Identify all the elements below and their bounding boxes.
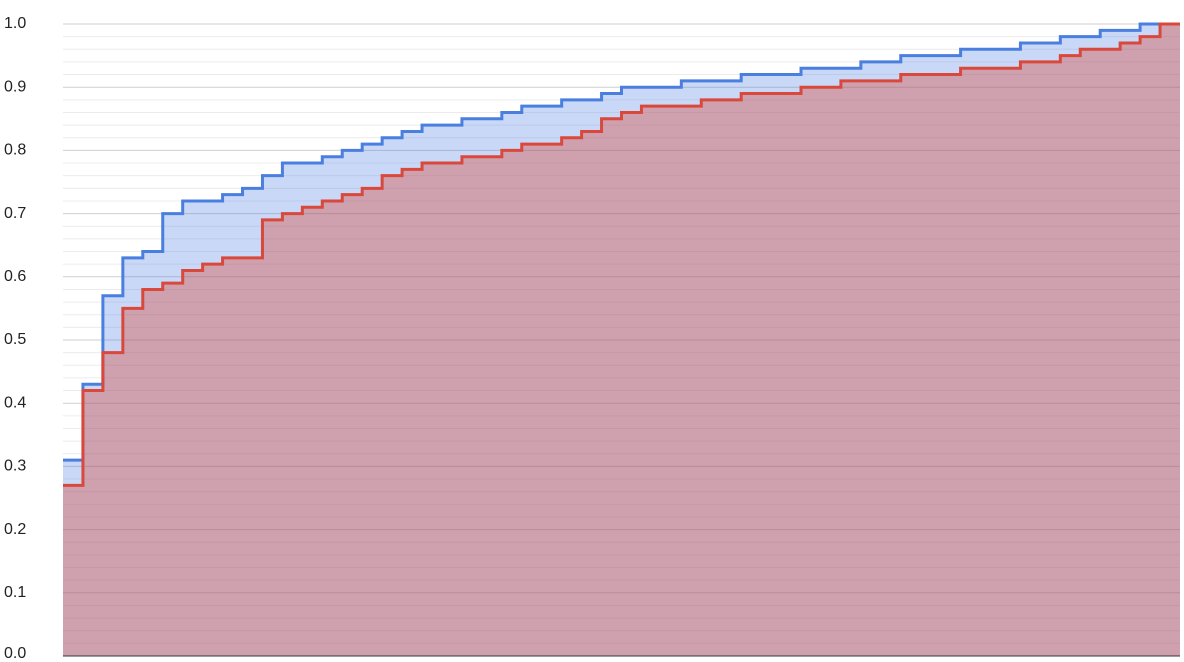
step-line bbox=[63, 22, 1180, 462]
y-tick-label: 0.4 bbox=[4, 394, 26, 411]
y-tick-label: 0.2 bbox=[4, 521, 26, 538]
area-fill bbox=[63, 24, 1180, 656]
y-tick-label: 0.3 bbox=[4, 458, 26, 475]
y-tick-label: 0.1 bbox=[4, 584, 26, 601]
y-tick-label: 0.8 bbox=[4, 142, 26, 159]
y-tick-label: 0.7 bbox=[4, 205, 26, 222]
y-tick-label: 0.0 bbox=[4, 645, 26, 662]
y-tick-label: 0.9 bbox=[4, 78, 26, 95]
step-line bbox=[63, 22, 1180, 487]
y-tick-label: 1.0 bbox=[4, 15, 26, 32]
y-tick-label: 0.6 bbox=[4, 268, 26, 285]
y-tick-label: 0.5 bbox=[4, 331, 26, 348]
area-fill bbox=[63, 24, 1180, 656]
